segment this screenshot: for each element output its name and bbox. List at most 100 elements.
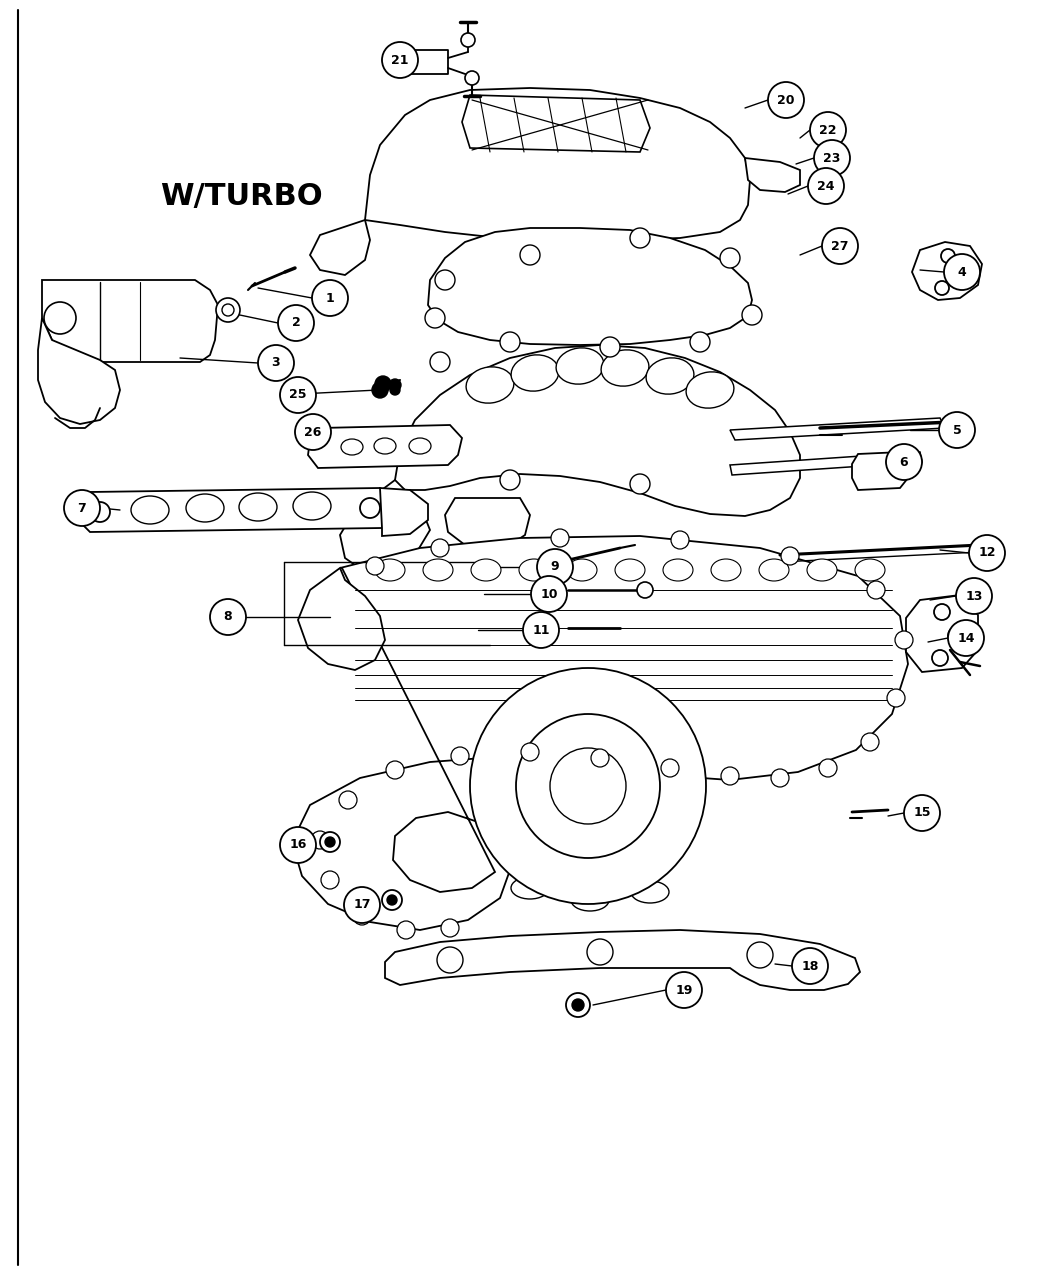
Text: 21: 21 — [392, 54, 408, 66]
Polygon shape — [912, 242, 982, 300]
Circle shape — [551, 529, 569, 547]
Circle shape — [430, 352, 450, 372]
Polygon shape — [462, 96, 650, 152]
Circle shape — [934, 604, 950, 620]
Circle shape — [387, 895, 397, 905]
Text: 4: 4 — [958, 265, 966, 278]
Ellipse shape — [374, 439, 396, 454]
Ellipse shape — [410, 439, 430, 454]
Circle shape — [360, 499, 380, 518]
Circle shape — [531, 576, 567, 612]
Circle shape — [768, 82, 804, 119]
Text: 18: 18 — [801, 960, 819, 973]
Ellipse shape — [423, 558, 453, 581]
Ellipse shape — [471, 558, 501, 581]
Circle shape — [521, 743, 539, 761]
Circle shape — [861, 733, 879, 751]
Polygon shape — [292, 536, 908, 929]
Circle shape — [895, 631, 914, 649]
Circle shape — [939, 412, 975, 448]
Polygon shape — [746, 158, 800, 193]
Ellipse shape — [759, 558, 789, 581]
Polygon shape — [906, 595, 978, 672]
Circle shape — [397, 921, 415, 938]
Text: W/TURBO: W/TURBO — [160, 181, 322, 210]
Circle shape — [637, 581, 653, 598]
Polygon shape — [395, 346, 800, 516]
Text: 10: 10 — [541, 588, 558, 601]
Text: 22: 22 — [819, 124, 837, 136]
Circle shape — [822, 228, 858, 264]
Circle shape — [280, 827, 316, 863]
Circle shape — [386, 761, 404, 779]
Text: 2: 2 — [292, 316, 300, 329]
Ellipse shape — [601, 349, 649, 386]
Circle shape — [500, 470, 520, 490]
Circle shape — [867, 581, 885, 599]
Text: 27: 27 — [832, 240, 848, 252]
Circle shape — [295, 414, 331, 450]
Circle shape — [720, 249, 740, 268]
Circle shape — [591, 748, 609, 768]
Circle shape — [375, 376, 391, 391]
Ellipse shape — [239, 493, 277, 521]
Circle shape — [550, 748, 626, 824]
Polygon shape — [365, 88, 750, 240]
Circle shape — [814, 140, 850, 176]
Ellipse shape — [341, 439, 363, 455]
Circle shape — [523, 612, 559, 648]
Polygon shape — [298, 567, 385, 669]
Ellipse shape — [519, 558, 549, 581]
Text: 8: 8 — [224, 611, 232, 623]
Circle shape — [630, 228, 650, 249]
Text: 23: 23 — [823, 152, 841, 164]
Circle shape — [311, 831, 329, 849]
Circle shape — [353, 907, 371, 924]
Text: 12: 12 — [979, 547, 995, 560]
Text: 26: 26 — [304, 426, 321, 439]
Text: 19: 19 — [675, 983, 693, 997]
Circle shape — [690, 332, 710, 352]
Text: 25: 25 — [289, 389, 307, 402]
Circle shape — [666, 972, 702, 1009]
Circle shape — [366, 557, 384, 575]
Text: 1: 1 — [326, 292, 334, 305]
Circle shape — [500, 332, 520, 352]
Circle shape — [465, 71, 479, 85]
Text: 20: 20 — [777, 93, 795, 107]
Ellipse shape — [615, 558, 645, 581]
Circle shape — [941, 249, 956, 263]
Ellipse shape — [186, 493, 224, 521]
Circle shape — [222, 303, 234, 316]
Circle shape — [441, 919, 459, 937]
Circle shape — [372, 382, 388, 398]
Circle shape — [944, 254, 980, 289]
Text: 7: 7 — [78, 501, 86, 515]
Polygon shape — [38, 317, 120, 425]
Circle shape — [437, 947, 463, 973]
Circle shape — [819, 759, 837, 776]
Text: 9: 9 — [550, 561, 560, 574]
Circle shape — [461, 33, 475, 47]
Circle shape — [747, 942, 773, 968]
Circle shape — [516, 714, 660, 858]
Text: 13: 13 — [965, 589, 983, 603]
Circle shape — [969, 536, 1005, 571]
Text: 15: 15 — [914, 807, 930, 820]
Ellipse shape — [855, 558, 885, 581]
Circle shape — [321, 871, 339, 889]
Circle shape — [312, 280, 348, 316]
Ellipse shape — [375, 558, 405, 581]
Polygon shape — [428, 228, 752, 346]
Circle shape — [671, 530, 689, 550]
Polygon shape — [78, 488, 392, 532]
Circle shape — [388, 379, 401, 391]
Circle shape — [320, 833, 340, 852]
Circle shape — [587, 938, 613, 965]
Circle shape — [382, 890, 402, 910]
Circle shape — [951, 266, 969, 284]
Polygon shape — [385, 929, 860, 989]
Circle shape — [435, 270, 455, 289]
Circle shape — [808, 168, 844, 204]
Circle shape — [280, 377, 316, 413]
